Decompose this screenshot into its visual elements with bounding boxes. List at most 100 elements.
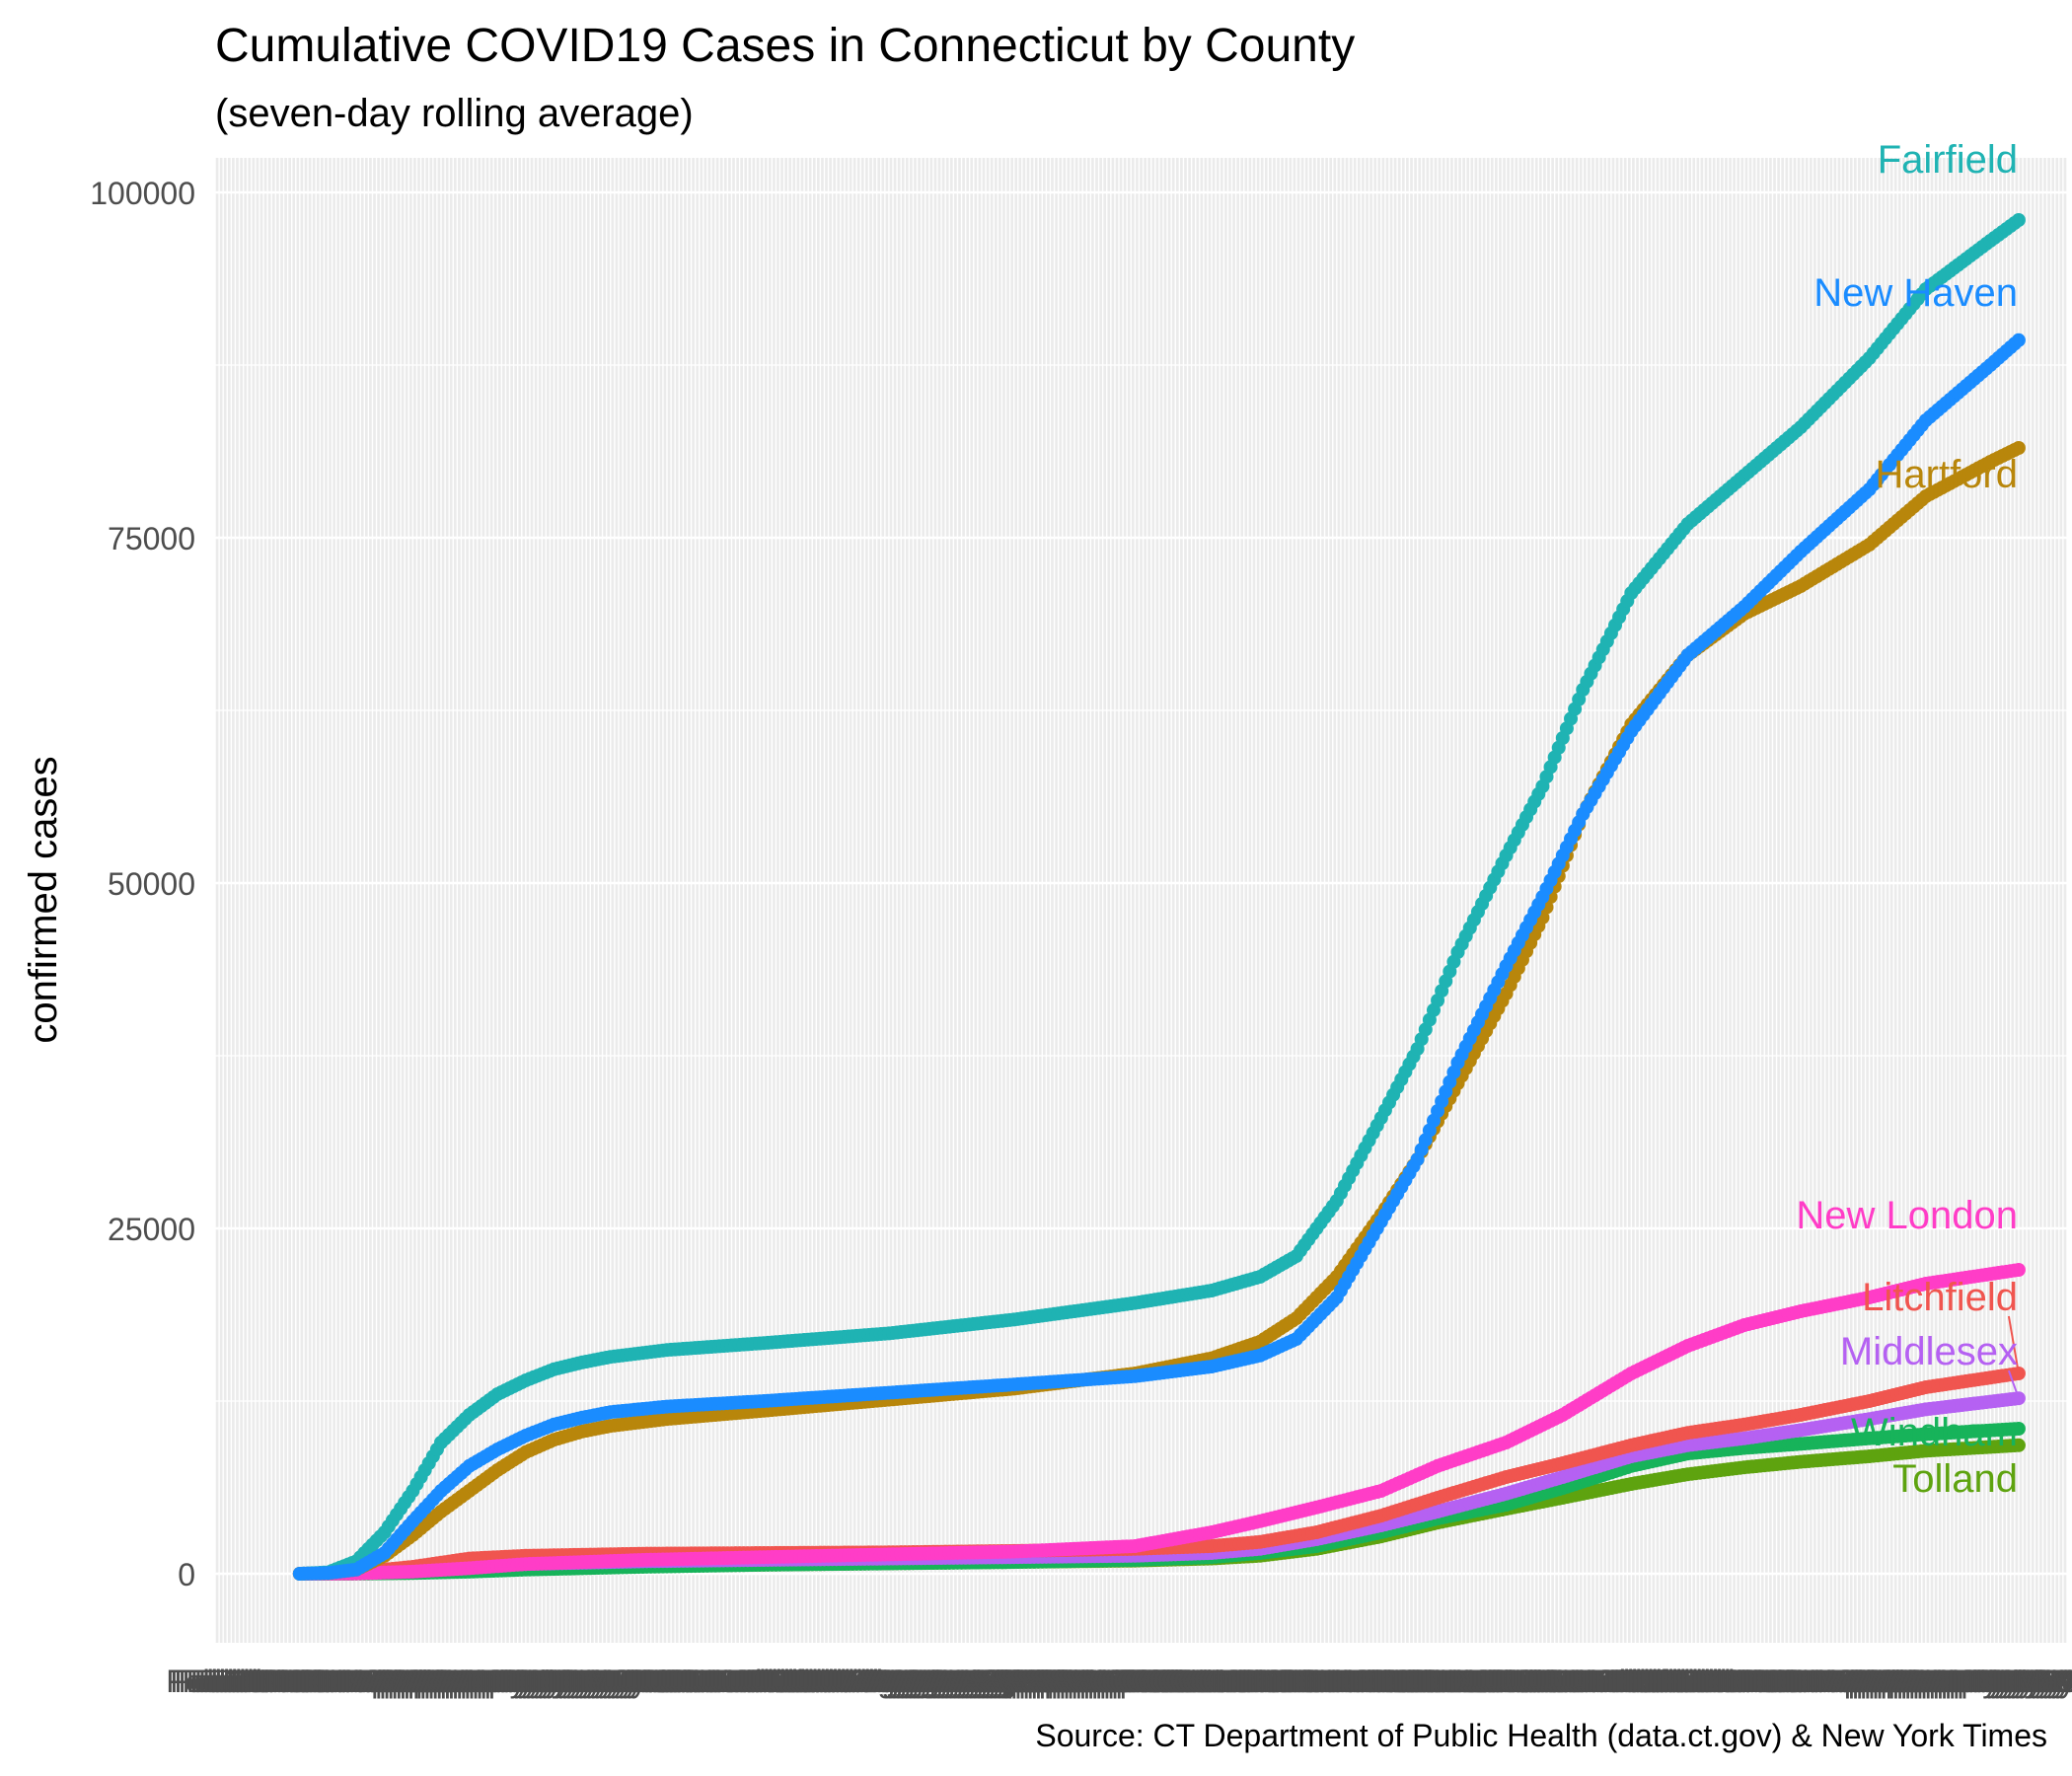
- x-tick-label: Aug 08: [867, 1664, 967, 1699]
- x-tick-label: Oct 24: [1181, 1664, 1274, 1699]
- x-tick-label: Jul 31: [843, 1664, 926, 1699]
- x-tick-label: Jul 15: [778, 1664, 862, 1699]
- data-point-new-haven: [2011, 333, 2026, 347]
- x-tick-label: Dec 28: [1441, 1664, 1540, 1699]
- x-tick-label: Oct 03: [1096, 1664, 1189, 1699]
- x-tick-label: Nov 05: [1226, 1664, 1326, 1699]
- x-tick-label: Nov 25: [1307, 1664, 1407, 1699]
- x-tick-label: Jul 24: [815, 1664, 899, 1699]
- x-tick-label: Jun 24: [688, 1664, 782, 1699]
- x-tick-label: Sep 13: [1012, 1664, 1112, 1699]
- x-tick-label: Sep 06: [984, 1664, 1083, 1699]
- x-tick-label: Apr 14: [403, 1664, 495, 1699]
- x-tick-label: Jul 06: [742, 1664, 826, 1699]
- x-tick-label: May 31: [587, 1664, 691, 1699]
- x-tick-label: May 20: [543, 1664, 646, 1699]
- x-tick-label: Feb 21: [186, 1664, 285, 1699]
- x-tick-label: Jul 01: [721, 1664, 805, 1699]
- x-tick-label: Jun 16: [656, 1664, 751, 1699]
- x-tick-label: Sep 12: [1008, 1664, 1108, 1699]
- x-tick-label: Jun 13: [644, 1664, 739, 1699]
- x-tick-label: Dec 30: [1448, 1664, 1548, 1699]
- x-tick-label: Feb 26: [206, 1664, 305, 1699]
- x-tick-label: Nov 08: [1238, 1664, 1338, 1699]
- x-tick-label: Jul 25: [819, 1664, 903, 1699]
- x-tick-label: Aug 21: [920, 1664, 1019, 1699]
- x-tick-label: Jan 01: [1459, 1664, 1554, 1699]
- x-tick-label: Aug 14: [891, 1664, 991, 1699]
- x-tick-label: Feb 28: [214, 1664, 313, 1699]
- x-tick-label: Jul 17: [786, 1664, 870, 1699]
- x-tick-label: May 14: [518, 1664, 622, 1699]
- x-tick-label: Nov 27: [1315, 1664, 1415, 1699]
- x-tick-label: Mar 12: [266, 1664, 365, 1699]
- x-tick-label: Jun 25: [693, 1664, 787, 1699]
- x-tick-label: Aug 11: [880, 1664, 978, 1699]
- x-tick-label: Apr 30: [467, 1664, 559, 1699]
- x-tick-label: Mar 23: [311, 1664, 409, 1699]
- x-tick-label: Jul 23: [810, 1664, 894, 1699]
- x-tick-label: Sep 30: [1081, 1664, 1181, 1699]
- y-tick-label: 50000: [108, 866, 195, 902]
- x-tick-label: May 12: [510, 1664, 614, 1699]
- x-tick-label: Feb 19: [178, 1664, 276, 1699]
- x-tick-label: Jul 28: [831, 1664, 915, 1699]
- x-tick-label: Mar 14: [275, 1664, 374, 1699]
- x-tick-label: Aug 31: [960, 1664, 1060, 1699]
- x-tick-label: Apr 21: [431, 1664, 524, 1699]
- x-tick-label: Sep 22: [1049, 1664, 1148, 1699]
- x-tick-label: Jul 08: [750, 1664, 834, 1699]
- x-tick-label: Mar 05: [239, 1664, 337, 1699]
- x-tick-label: May 23: [555, 1664, 658, 1699]
- x-tick-label: Jun 02: [600, 1664, 695, 1699]
- x-tick-label: Nov 14: [1263, 1664, 1363, 1699]
- x-tick-label: Oct 08: [1117, 1664, 1210, 1699]
- y-axis-ticks: 0 25000 50000 75000 100000: [90, 176, 195, 1592]
- x-tick-label: Aug 02: [843, 1664, 942, 1699]
- x-tick-label: Dec 18: [1400, 1664, 1500, 1699]
- x-tick-label: Mar 26: [324, 1664, 422, 1699]
- x-tick-label: Sep 01: [964, 1664, 1064, 1699]
- x-tick-label: Jul 30: [839, 1664, 923, 1699]
- x-tick-label: Jul 09: [754, 1664, 838, 1699]
- x-tick-label: Dec 21: [1412, 1664, 1512, 1699]
- x-tick-label: Oct 17: [1153, 1664, 1246, 1699]
- x-tick-label: Nov 20: [1287, 1664, 1386, 1699]
- x-tick-label: Aug 16: [900, 1664, 999, 1699]
- x-tick-label: Feb 17: [170, 1664, 268, 1699]
- x-tick-label: Oct 16: [1149, 1664, 1242, 1699]
- x-tick-label: Jun 12: [639, 1664, 734, 1699]
- x-tick-label: Feb 16: [166, 1664, 264, 1699]
- x-tick-label: May 11: [507, 1664, 609, 1699]
- x-tick-label: Dec 29: [1444, 1664, 1544, 1699]
- x-tick-label: Sep 26: [1065, 1664, 1164, 1699]
- x-tick-label: Jun 27: [701, 1664, 795, 1699]
- x-tick-label: Dec 06: [1352, 1664, 1451, 1699]
- x-tick-label: Mar 29: [335, 1664, 434, 1699]
- x-tick-label: May 04: [478, 1664, 581, 1699]
- x-tick-label: Dec 25: [1428, 1664, 1527, 1699]
- x-tick-label: Oct 13: [1137, 1664, 1229, 1699]
- x-tick-label: Jul 10: [758, 1664, 842, 1699]
- x-tick-label: Jul 16: [782, 1664, 866, 1699]
- x-tick-label: Oct 29: [1202, 1664, 1295, 1699]
- x-tick-label: May 20: [2016, 1664, 2072, 1699]
- x-tick-label: Jun 22: [680, 1664, 775, 1699]
- x-tick-label: Oct 10: [1125, 1664, 1218, 1699]
- x-tick-label: Dec 31: [1452, 1664, 1552, 1699]
- x-tick-label: Oct 12: [1133, 1664, 1225, 1699]
- x-tick-label: Jun 28: [704, 1664, 799, 1699]
- x-tick-label: Jun 06: [616, 1664, 710, 1699]
- x-tick-label: Nov 02: [1215, 1664, 1314, 1699]
- x-tick-label: Jul 22: [806, 1664, 890, 1699]
- x-tick-label: Jun 19: [668, 1664, 763, 1699]
- x-tick-label: Apr 23: [439, 1664, 532, 1699]
- x-tick-label: Dec 15: [1387, 1664, 1487, 1699]
- x-tick-label: Dec 22: [1416, 1664, 1516, 1699]
- y-axis-label: confirmed cases: [22, 756, 65, 1043]
- x-tick-label: Dec 04: [1343, 1664, 1443, 1699]
- x-tick-label: Oct 14: [1141, 1664, 1233, 1699]
- x-tick-label: Mar 02: [227, 1664, 326, 1699]
- x-tick-label: Mar 22: [307, 1664, 406, 1699]
